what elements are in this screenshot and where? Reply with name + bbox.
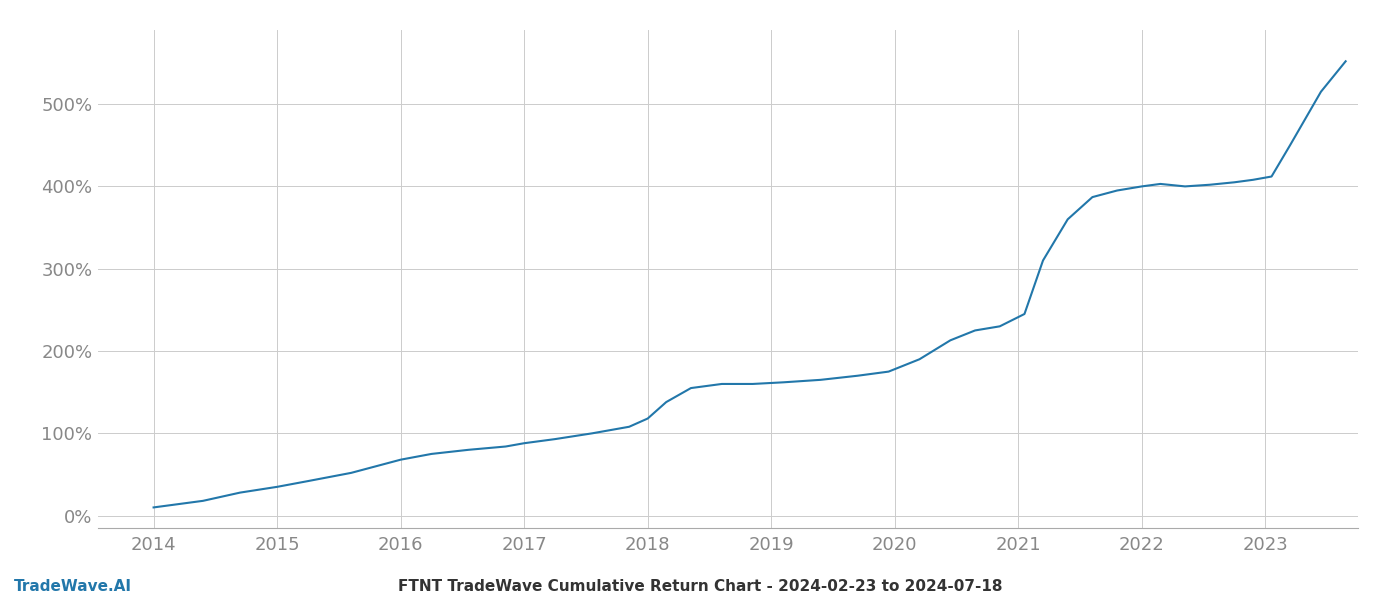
Text: FTNT TradeWave Cumulative Return Chart - 2024-02-23 to 2024-07-18: FTNT TradeWave Cumulative Return Chart -… <box>398 579 1002 594</box>
Text: TradeWave.AI: TradeWave.AI <box>14 579 132 594</box>
